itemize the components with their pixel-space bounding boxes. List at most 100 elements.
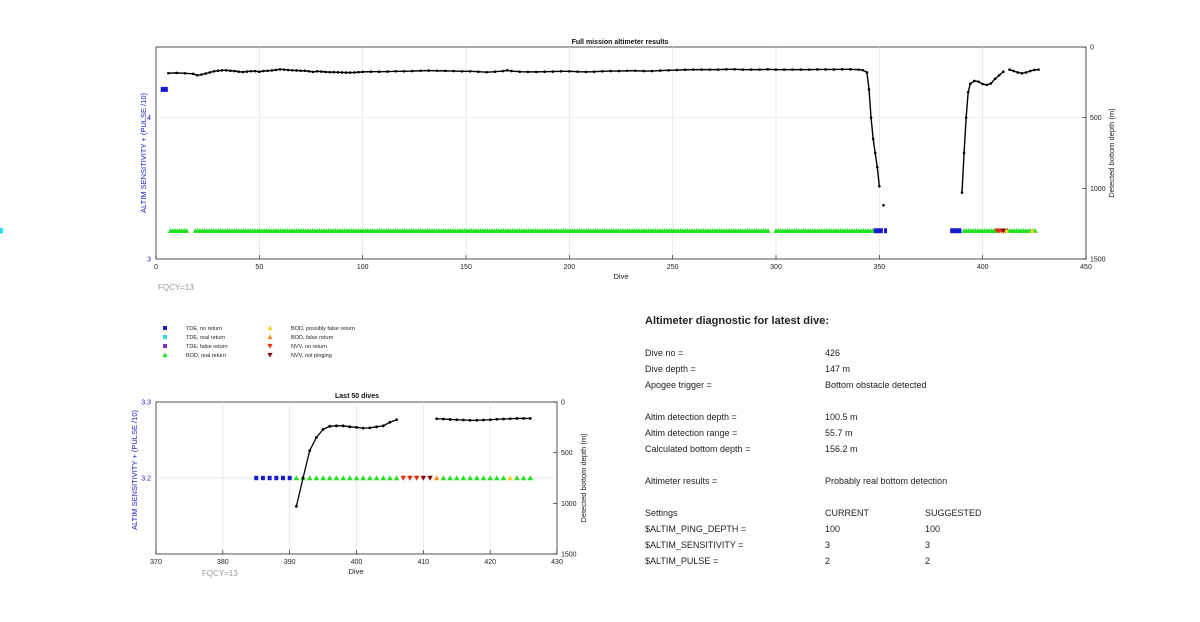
depth-point bbox=[878, 184, 881, 188]
bod-real-return-marker bbox=[527, 475, 534, 481]
legend-label: NVV, not pinging bbox=[291, 353, 332, 359]
bod-real-return-marker bbox=[306, 475, 313, 481]
y-right-tick-label: 500 bbox=[1090, 115, 1102, 122]
depth-point bbox=[485, 70, 488, 74]
depth-point bbox=[307, 70, 311, 73]
depth-point bbox=[502, 417, 505, 421]
bod-real-return-marker bbox=[183, 228, 190, 233]
settings-label: $ALTIM_PING_DEPTH = bbox=[645, 524, 747, 534]
settings-current-value: 2 bbox=[825, 556, 831, 566]
depth-point bbox=[968, 82, 972, 86]
depth-point bbox=[741, 68, 745, 71]
legend-marker bbox=[267, 325, 273, 331]
bod-real-return-marker bbox=[373, 475, 380, 481]
bod-real-return-marker bbox=[387, 475, 393, 481]
depth-point bbox=[224, 69, 228, 72]
tde-no-return-marker bbox=[267, 475, 272, 481]
depth-point bbox=[634, 69, 637, 73]
depth-point bbox=[869, 116, 873, 119]
bod-real-return-marker bbox=[326, 475, 333, 481]
depth-point bbox=[200, 73, 203, 76]
bod-possibly-false-marker bbox=[1029, 228, 1035, 233]
small-chart-title: Last 50 dives bbox=[335, 393, 379, 400]
depth-point bbox=[861, 68, 865, 72]
depth-point bbox=[601, 70, 604, 73]
settings-current-value: 100 bbox=[825, 524, 841, 534]
depth-point bbox=[675, 68, 679, 72]
y-right-tick-label: 0 bbox=[561, 400, 565, 407]
depth-point bbox=[857, 68, 860, 71]
diagnostic-label: Altim detection depth = bbox=[645, 412, 737, 422]
diagnostic-title: Altimeter diagnostic for latest dive: bbox=[645, 315, 829, 327]
depth-point bbox=[419, 69, 422, 73]
y-left-tick-label: 3 bbox=[147, 257, 151, 264]
depth-point bbox=[303, 69, 307, 73]
nvv-no-return-marker bbox=[413, 475, 420, 481]
depth-point bbox=[216, 69, 220, 73]
bod-real-return-marker bbox=[293, 475, 300, 481]
main-x-axis-label: Dive bbox=[613, 272, 628, 281]
depth-point bbox=[282, 68, 286, 71]
last-50-dives-chart: Last 50 dives 370 380 390 400 410 420 430 3.2 3… bbox=[130, 393, 588, 578]
depth-point bbox=[488, 418, 492, 422]
bod-possibly-false-marker bbox=[1003, 228, 1010, 233]
depth-point bbox=[501, 69, 505, 73]
settings-label: $ALTIM_PULSE = bbox=[645, 556, 719, 566]
depth-point bbox=[824, 68, 827, 71]
depth-point bbox=[515, 417, 519, 420]
depth-point bbox=[460, 70, 464, 73]
depth-point bbox=[355, 425, 358, 429]
depth-point bbox=[559, 70, 563, 73]
x-tick-label: 370 bbox=[150, 559, 162, 566]
depth-point bbox=[650, 69, 654, 73]
legend-marker bbox=[162, 352, 168, 358]
x-tick-label: 400 bbox=[351, 559, 363, 566]
depth-point bbox=[175, 71, 178, 75]
depth-point bbox=[335, 424, 338, 428]
depth-point bbox=[320, 70, 323, 73]
depth-point bbox=[960, 191, 964, 194]
y-left-tick-label: 3.3 bbox=[141, 400, 151, 407]
depth-point bbox=[543, 70, 546, 74]
depth-point bbox=[1024, 71, 1028, 74]
x-tick-label: 350 bbox=[873, 264, 885, 271]
bod-real-return-marker bbox=[320, 475, 326, 481]
legend-label: TDE, no return bbox=[186, 326, 222, 332]
x-tick-label: 0 bbox=[154, 264, 158, 271]
depth-point bbox=[395, 418, 398, 422]
depth-point bbox=[700, 68, 703, 71]
depth-point bbox=[295, 69, 298, 72]
depth-point bbox=[291, 69, 294, 72]
legend-marker bbox=[267, 343, 273, 349]
bod-real-return-marker bbox=[447, 475, 453, 481]
depth-point bbox=[353, 71, 356, 74]
y-right-tick-label: 0 bbox=[1090, 45, 1094, 52]
depth-point bbox=[766, 68, 770, 71]
legend-label: BOD, real return bbox=[186, 353, 226, 359]
x-tick-label: 300 bbox=[770, 264, 782, 271]
diagnostic-label: Calculated bottom depth = bbox=[645, 444, 751, 454]
depth-point bbox=[336, 70, 340, 74]
depth-point bbox=[368, 426, 372, 430]
y-left-tick-label: 4 bbox=[147, 115, 151, 122]
depth-point bbox=[258, 70, 261, 74]
depth-point bbox=[791, 68, 794, 71]
depth-point bbox=[658, 69, 662, 72]
x-tick-label: 420 bbox=[484, 559, 496, 566]
depth-line bbox=[295, 419, 397, 507]
depth-point bbox=[253, 69, 257, 73]
depth-point bbox=[985, 83, 989, 87]
depth-point bbox=[324, 70, 327, 74]
depth-point bbox=[328, 70, 331, 74]
depth-point bbox=[493, 70, 497, 74]
legend-label: TDE, false return bbox=[186, 344, 228, 350]
y-right-tick-label: 1500 bbox=[1090, 257, 1106, 264]
settings-suggested-value: 100 bbox=[925, 524, 941, 534]
depth-point bbox=[667, 69, 670, 72]
depth-point bbox=[993, 77, 997, 81]
main-fqcy-annotation: FQCY=13 bbox=[158, 283, 194, 292]
depth-point bbox=[526, 70, 530, 74]
y-right-tick-label: 1000 bbox=[1090, 186, 1106, 193]
tde-no-return-marker bbox=[274, 475, 279, 481]
depth-point bbox=[233, 69, 236, 73]
